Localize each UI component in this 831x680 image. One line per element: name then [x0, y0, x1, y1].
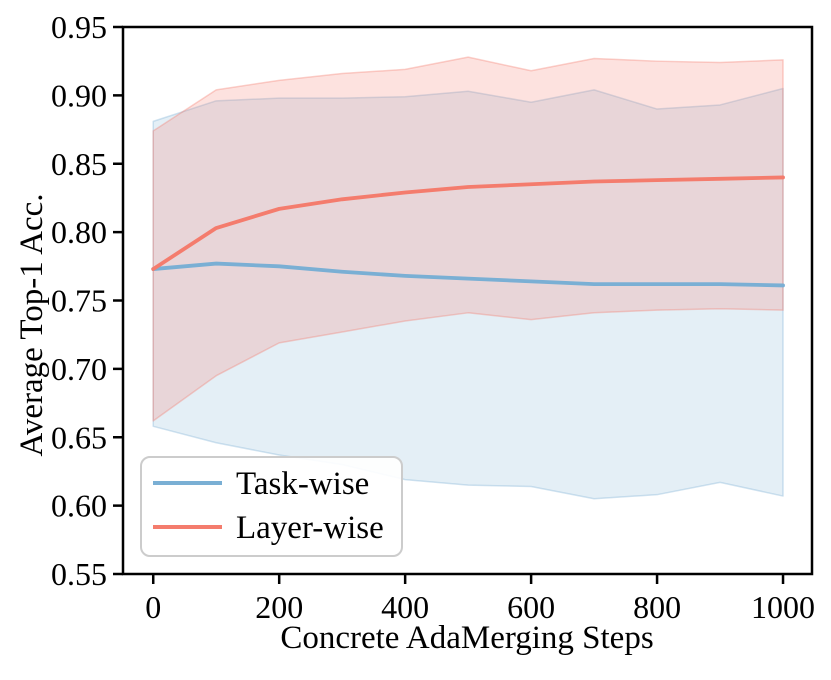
y-tick-label: 0.70 [51, 351, 107, 387]
confidence-band-layer-wise [152, 56, 784, 422]
series-line-layer-wise [151, 175, 785, 271]
y-tick-label: 0.90 [51, 77, 107, 113]
x-tick-label: 1000 [751, 589, 815, 625]
x-tick-label: 0 [145, 589, 161, 625]
legend-label-task-wise: Task-wise [236, 466, 369, 502]
x-tick-label: 800 [633, 589, 681, 625]
y-tick-label: 0.95 [51, 9, 107, 45]
y-tick-label: 0.65 [51, 419, 107, 455]
legend: Task-wise Layer-wise [140, 456, 403, 557]
plot-area [151, 56, 785, 500]
y-tick-label: 0.55 [51, 556, 107, 592]
y-tick-label: 0.60 [51, 488, 107, 524]
x-tick-label: 600 [507, 589, 555, 625]
x-axis-label: Concrete AdaMerging Steps [280, 620, 653, 656]
axes: 0 200 400 600 800 1000 0.55 0.60 0.65 0.70 0.75 0.8… [51, 9, 815, 625]
y-tick-label: 0.75 [51, 283, 107, 319]
legend-label-layer-wise: Layer-wise [236, 510, 384, 546]
x-tick-label: 400 [381, 589, 429, 625]
series-line-task-wise [151, 261, 785, 288]
x-tick-label: 200 [255, 589, 303, 625]
y-tick-label: 0.80 [51, 214, 107, 250]
y-axis-label: Average Top-1 Acc. [14, 193, 50, 456]
y-tick-label: 0.85 [51, 146, 107, 182]
